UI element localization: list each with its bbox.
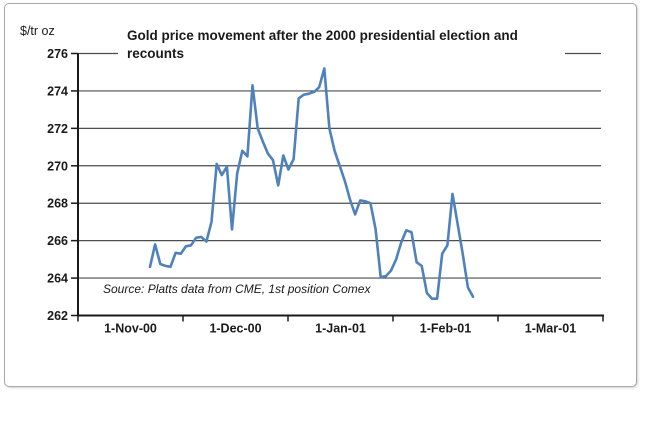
chart-title-line-1: Gold price movement after the 2000 presi… <box>127 28 518 43</box>
y-tick-label: 272 <box>47 122 68 136</box>
chart-title: Gold price movement after the 2000 presi… <box>118 24 565 66</box>
chart-title-line-2: recounts <box>127 45 185 61</box>
x-tick-label: 1-Mar-01 <box>525 322 576 336</box>
chart-frame <box>4 3 637 387</box>
y-tick-label: 262 <box>47 309 68 323</box>
y-tick-label: 276 <box>47 47 68 61</box>
y-tick-label: 264 <box>47 272 68 286</box>
source-note: Source: Platts data from CME, 1st positi… <box>103 282 371 296</box>
y-tick-label: 274 <box>47 84 68 98</box>
x-tick-label: 1-Feb-01 <box>420 322 471 336</box>
y-axis-title: $/tr oz <box>20 24 55 38</box>
price-line <box>148 67 475 301</box>
x-tick-label: 1-Dec-00 <box>209 322 261 336</box>
y-tick-label: 266 <box>47 234 68 248</box>
x-tick-label: 1-Jan-01 <box>315 322 366 336</box>
y-tick-label: 268 <box>47 197 68 211</box>
x-tick-label: 1-Nov-00 <box>104 322 157 336</box>
y-tick-label: 270 <box>47 159 68 173</box>
